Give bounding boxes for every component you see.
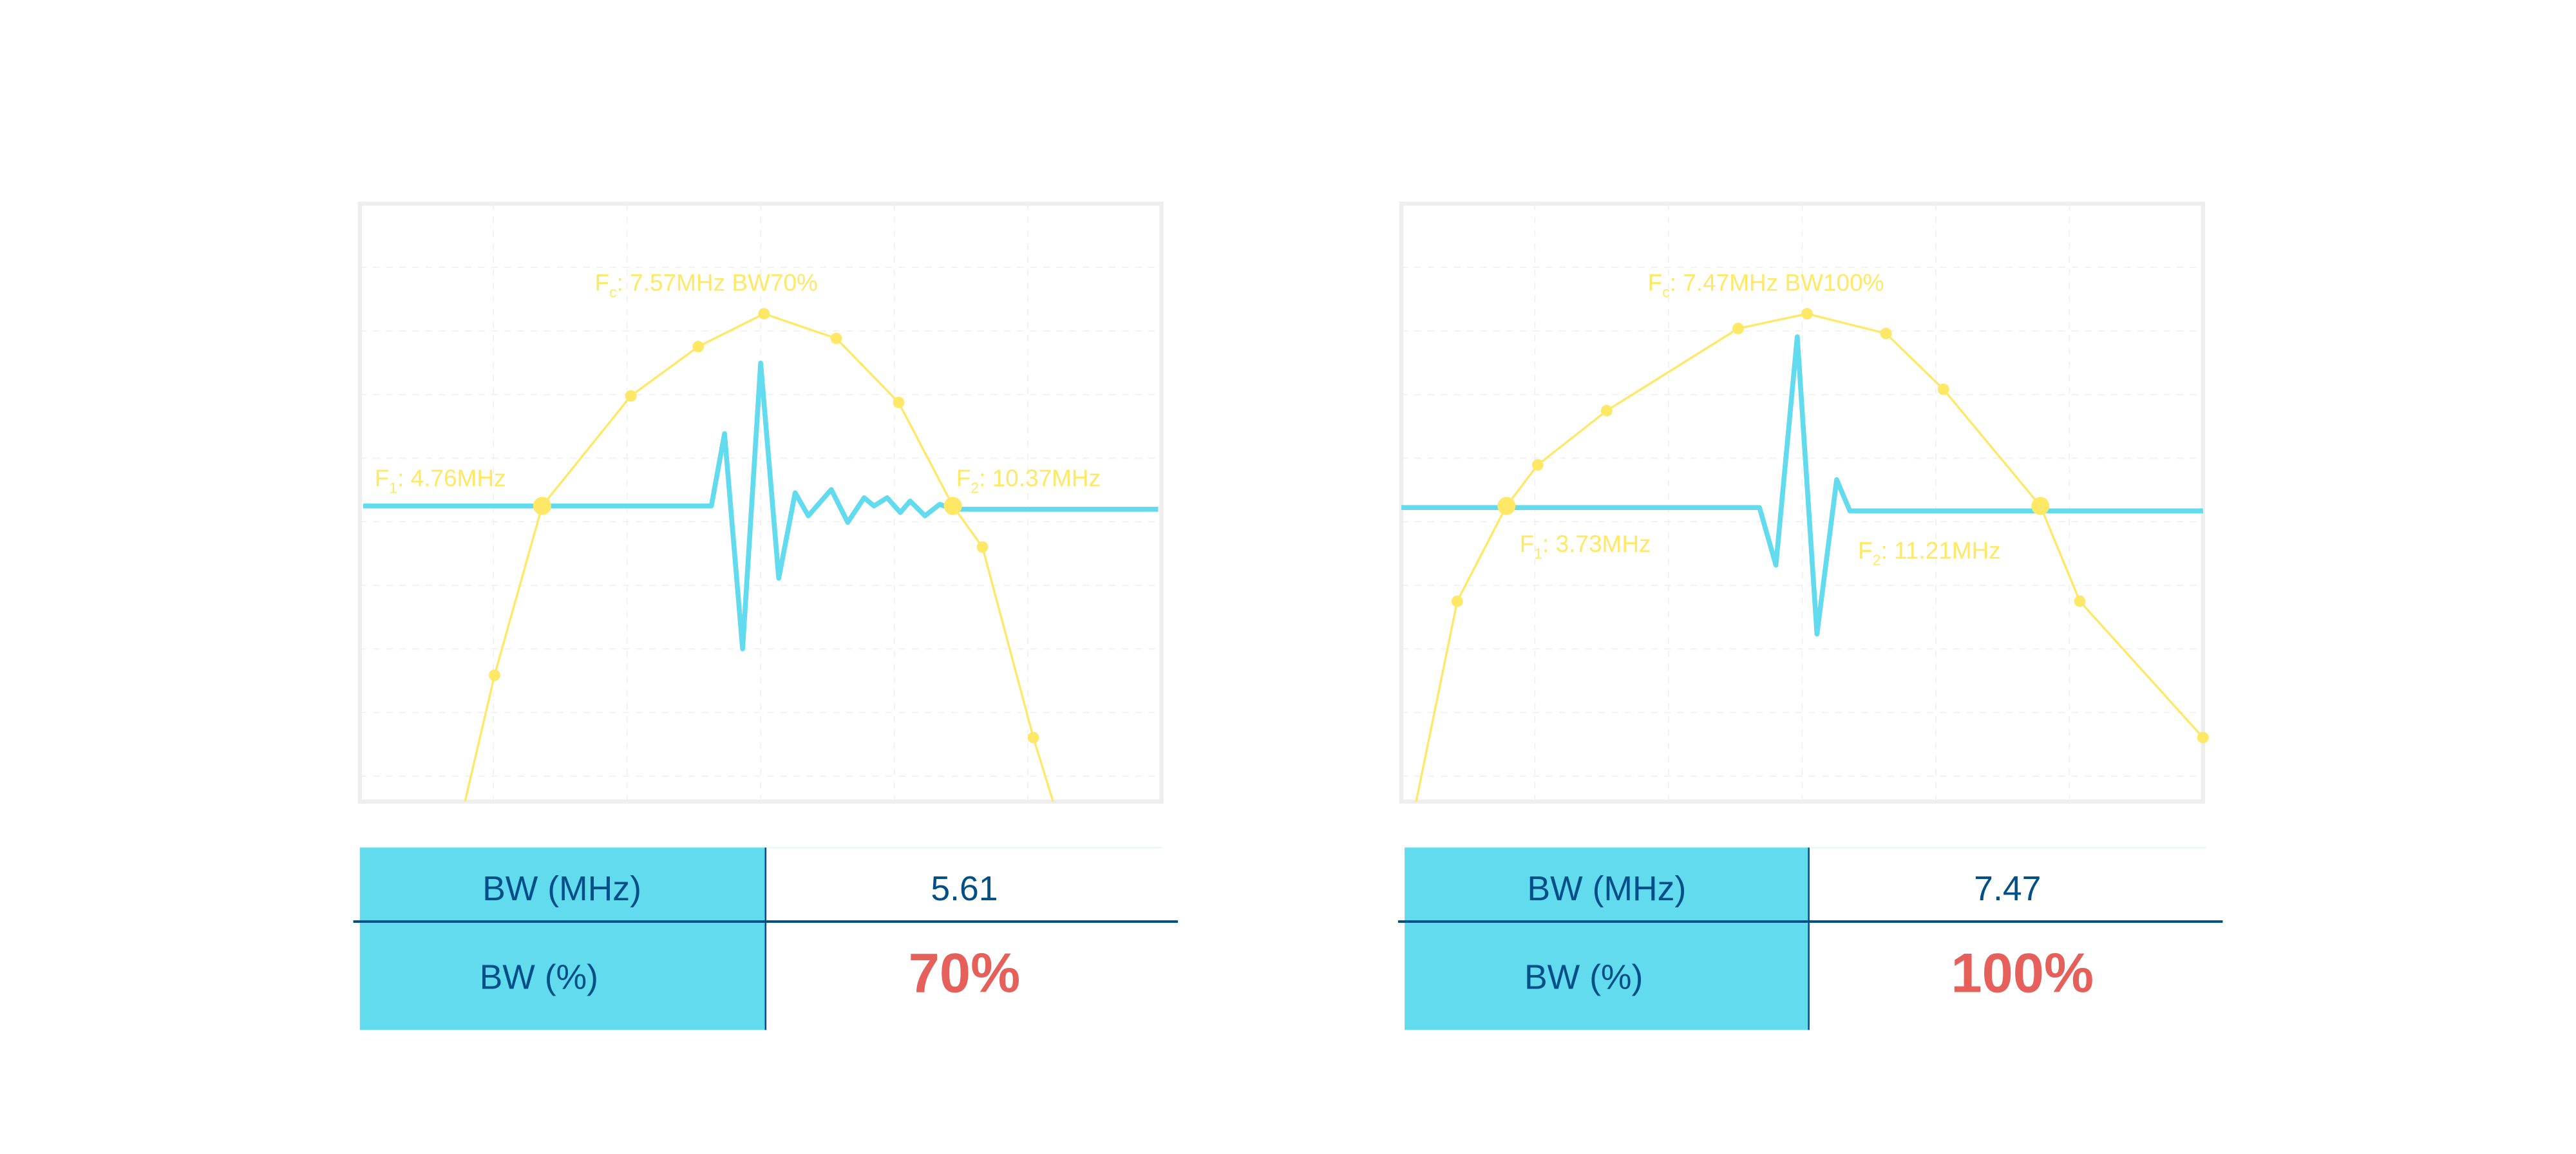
chart-frame bbox=[357, 202, 1164, 804]
response-point bbox=[2074, 595, 2086, 607]
table-value-bw-percent: 70% bbox=[909, 942, 1021, 1005]
frequency-response-line bbox=[464, 312, 1054, 802]
bw-table: BW (MHz) 5.61 BW (%) 70% bbox=[353, 846, 1179, 1030]
curves bbox=[363, 308, 1159, 802]
cutoff-marker bbox=[2031, 497, 2050, 515]
cutoff-marker bbox=[943, 497, 962, 515]
response-point bbox=[830, 332, 842, 345]
frequency-response-line bbox=[1415, 312, 2204, 802]
table-label-bw-mhz: BW (MHz) bbox=[482, 870, 641, 908]
cutoff-marker bbox=[533, 497, 551, 515]
response-point bbox=[1801, 308, 1814, 320]
response-point bbox=[625, 390, 637, 402]
response-point bbox=[976, 541, 989, 553]
response-point bbox=[1732, 323, 1744, 335]
response-point bbox=[1451, 595, 1463, 607]
response-point bbox=[692, 341, 705, 353]
grid bbox=[1401, 203, 2203, 802]
table-label-bw-percent: BW (%) bbox=[480, 959, 598, 997]
fc-label: Fc: 7.47MHz BW100% bbox=[1648, 270, 1884, 301]
panel-bw70: Fc: 7.57MHz BW70% F1: 4.76MHz F2: 10.37M… bbox=[353, 202, 1179, 1030]
response-point bbox=[1600, 404, 1613, 417]
grid bbox=[359, 203, 1162, 802]
f2-label: F2: 10.37MHz bbox=[956, 465, 1101, 496]
f2-label: F2: 11.21MHz bbox=[1858, 537, 2001, 568]
response-point bbox=[488, 669, 500, 681]
bw-table: BW (MHz) 7.47 BW (%) 100% bbox=[1397, 846, 2223, 1030]
table-label-bw-mhz: BW (MHz) bbox=[1527, 870, 1686, 908]
response-point bbox=[1880, 327, 1892, 339]
response-point bbox=[1027, 732, 1039, 744]
table-value-bw-mhz: 7.47 bbox=[1974, 870, 2041, 908]
table-header-cell bbox=[1405, 847, 1809, 1030]
pulse-waveform-line bbox=[1401, 334, 2203, 637]
fc-label: Fc: 7.57MHz BW70% bbox=[595, 270, 818, 301]
response-point bbox=[2197, 732, 2209, 744]
response-point bbox=[758, 308, 770, 320]
chart-frame bbox=[1399, 202, 2206, 804]
response-point bbox=[1937, 383, 1949, 395]
f1-label: F1: 4.76MHz bbox=[375, 465, 506, 496]
table-value-bw-mhz: 5.61 bbox=[931, 870, 998, 908]
response-point bbox=[1531, 459, 1544, 471]
table-header-cell bbox=[359, 847, 766, 1030]
f1-label: F1: 3.73MHz bbox=[1520, 531, 1651, 562]
table-value-bw-percent: 100% bbox=[1951, 942, 2094, 1005]
panel-bw100: Fc: 7.47MHz BW100% F1: 3.73MHz F2: 11.21… bbox=[1397, 202, 2223, 1030]
pulse-waveform-line bbox=[363, 360, 1159, 652]
cutoff-marker bbox=[1497, 497, 1516, 515]
curves bbox=[1401, 308, 2209, 802]
response-point bbox=[893, 397, 905, 408]
table-label-bw-percent: BW (%) bbox=[1524, 959, 1643, 997]
